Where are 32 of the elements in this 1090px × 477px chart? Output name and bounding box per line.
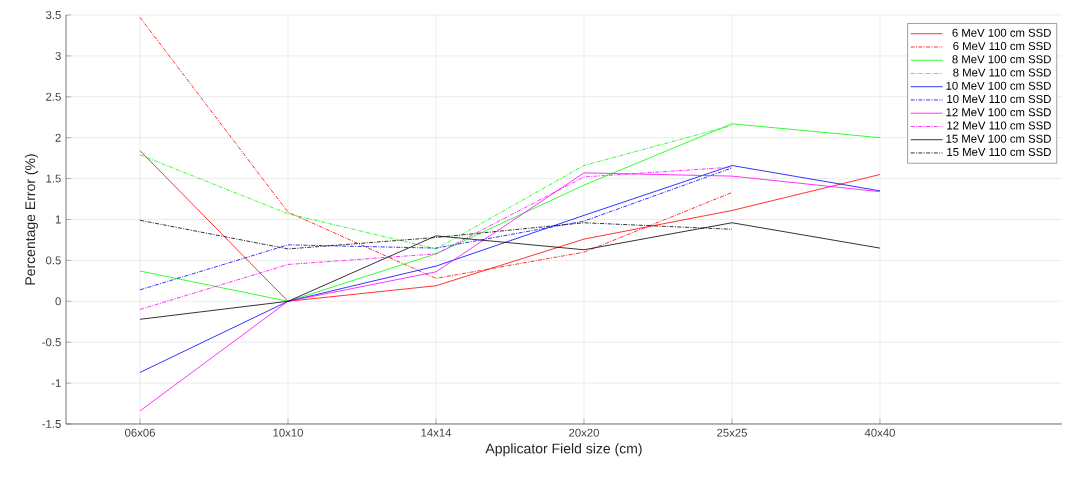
- line-series: [139, 222, 881, 320]
- y-tick-label: 1: [55, 215, 61, 224]
- x-tick-label: 14x14: [421, 428, 452, 437]
- legend-label: 6 MeV 100 cm SSD: [952, 28, 1051, 37]
- x-tick-label: 06x06: [125, 428, 155, 437]
- y-tick-label: -0.5: [42, 338, 61, 347]
- legend-label: 15 MeV 110 cm SSD: [947, 148, 1051, 157]
- x-tick-label: 40x40: [864, 428, 895, 437]
- y-axis-title: Percentage Error (%): [24, 154, 38, 285]
- legend-label: 8 MeV 110 cm SSD: [953, 68, 1051, 77]
- y-tick-label: 3.5: [45, 10, 61, 19]
- legend-label: 8 MeV 100 cm SSD: [952, 55, 1051, 64]
- legend-label: 12 MeV 110 cm SSD: [947, 121, 1051, 130]
- line-series: [139, 123, 881, 302]
- x-axis-title: Applicator Field size (cm): [485, 443, 642, 457]
- legend-label: 10 MeV 100 cm SSD: [946, 81, 1051, 90]
- legend-label: 12 MeV 100 cm SSD: [946, 108, 1051, 117]
- line-series: [139, 165, 881, 373]
- legend-label: 6 MeV 110 cm SSD: [953, 42, 1051, 51]
- x-tick-label: 20x20: [569, 428, 599, 437]
- x-tick-label: 10x10: [273, 428, 303, 437]
- y-tick-label: 0: [55, 297, 61, 306]
- y-tick-label: -1: [51, 379, 61, 387]
- legend-label: 15 MeV 100 cm SSD: [946, 134, 1051, 143]
- y-tick-label: 2.5: [46, 92, 61, 101]
- legend-label: 10 MeV 110 cm SSD: [947, 95, 1051, 104]
- y-tick-label: 3: [55, 51, 61, 60]
- y-tick-label: 0.5: [45, 256, 61, 265]
- y-tick-label: 1.5: [46, 174, 61, 183]
- y-tick-label: -1.5: [42, 420, 61, 428]
- x-tick-label: 25x25: [717, 428, 747, 437]
- y-tick-label: 2: [55, 133, 61, 142]
